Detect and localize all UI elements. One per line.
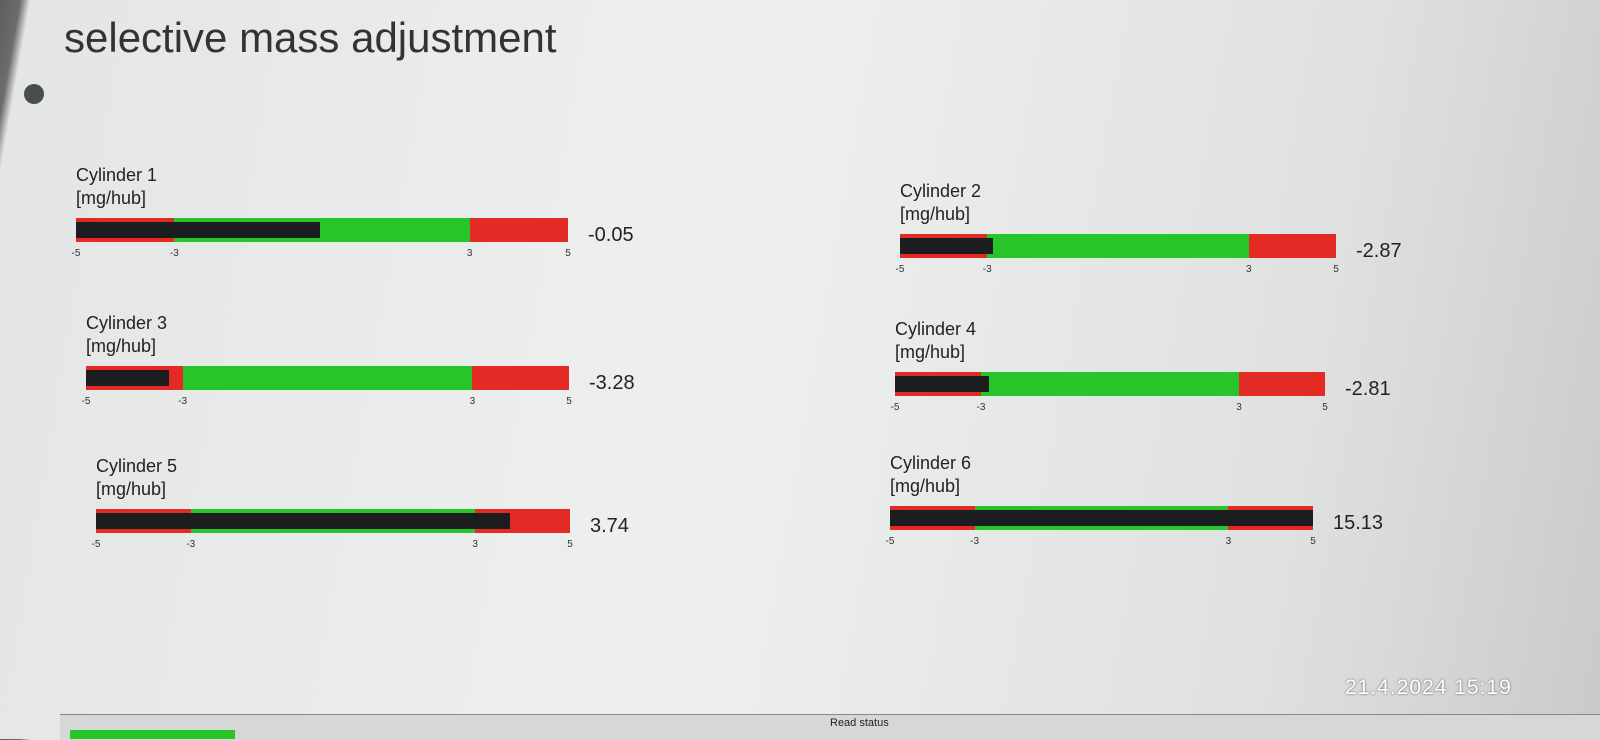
timestamp: 21.4.2024 15:19 <box>1345 676 1512 699</box>
gauge-zone <box>987 234 1249 258</box>
tick-label: -5 <box>91 539 101 550</box>
gauge-fill <box>890 510 1313 526</box>
gauge-unit: [mg/hub] <box>96 479 167 499</box>
gauge-label: Cylinder 2 <box>900 181 982 201</box>
tick-label: 3 <box>466 248 473 259</box>
gauge-label: Cylinder 5 <box>96 456 178 476</box>
tick-label: 5 <box>565 248 571 259</box>
gauge-track <box>890 506 1313 530</box>
status-dot <box>24 84 44 104</box>
status-indicator <box>70 730 235 739</box>
tick-label: 5 <box>566 396 572 407</box>
gauge-fill <box>76 222 320 238</box>
tick-label: -3 <box>169 248 179 259</box>
tick-label: -5 <box>81 396 91 407</box>
tick-label: 3 <box>469 396 476 407</box>
tick-label: 5 <box>1322 402 1328 413</box>
gauge-value: -0.05 <box>588 224 634 246</box>
gauge-track <box>96 509 570 533</box>
tick-label: -3 <box>186 539 196 550</box>
gauge-label: Cylinder 6 <box>890 453 972 473</box>
gauge-fill <box>86 370 170 386</box>
gauge-label: Cylinder 1 <box>76 165 158 185</box>
gauge-fill <box>900 238 993 254</box>
gauge-track <box>76 218 568 242</box>
tick-label: 5 <box>567 539 573 550</box>
status-text: Read status <box>830 717 889 729</box>
tick-label: -5 <box>895 264 905 275</box>
gauge-zone <box>182 366 473 390</box>
gauge-value: -2.87 <box>1356 240 1402 262</box>
tick-label: 5 <box>1333 264 1339 275</box>
tick-label: 3 <box>1246 264 1252 275</box>
gauge-track <box>900 234 1336 258</box>
gauge-unit: [mg/hub] <box>890 476 961 496</box>
gauge-unit: [mg/hub] <box>76 188 147 208</box>
tick-label: -5 <box>885 536 895 547</box>
tick-label: -5 <box>71 248 81 259</box>
tick-label: 3 <box>1236 402 1242 413</box>
tick-label: -3 <box>178 396 188 407</box>
gauge-track <box>895 372 1325 396</box>
gauge-value: 3.74 <box>590 515 629 537</box>
gauge-zone <box>472 366 569 390</box>
gauge-value: 15.13 <box>1333 512 1384 534</box>
gauge-unit: [mg/hub] <box>895 342 966 362</box>
tick-label: 5 <box>1310 536 1316 547</box>
tick-label: -3 <box>982 264 992 275</box>
gauge-fill <box>96 513 511 529</box>
title: selective mass adjustment <box>64 14 557 61</box>
gauge-value: -3.28 <box>589 372 635 394</box>
gauge-value: -2.81 <box>1345 378 1391 400</box>
gauge-track <box>86 366 569 390</box>
gauge-fill <box>895 376 990 392</box>
tick-label: -3 <box>976 402 986 413</box>
gauge-unit: [mg/hub] <box>86 336 157 356</box>
gauge-zone <box>469 218 568 242</box>
gauge-label: Cylinder 3 <box>86 313 168 333</box>
tick-label: -3 <box>970 536 980 547</box>
gauge-zone <box>1239 372 1325 396</box>
tick-label: -5 <box>890 402 900 413</box>
gauge-zone <box>1248 234 1336 258</box>
status-bar <box>60 714 1600 740</box>
gauge-label: Cylinder 4 <box>895 319 977 339</box>
tick-label: 3 <box>1225 536 1232 547</box>
gauge-zone <box>981 372 1239 396</box>
tick-label: 3 <box>472 539 478 550</box>
gauge-unit: [mg/hub] <box>900 204 971 224</box>
